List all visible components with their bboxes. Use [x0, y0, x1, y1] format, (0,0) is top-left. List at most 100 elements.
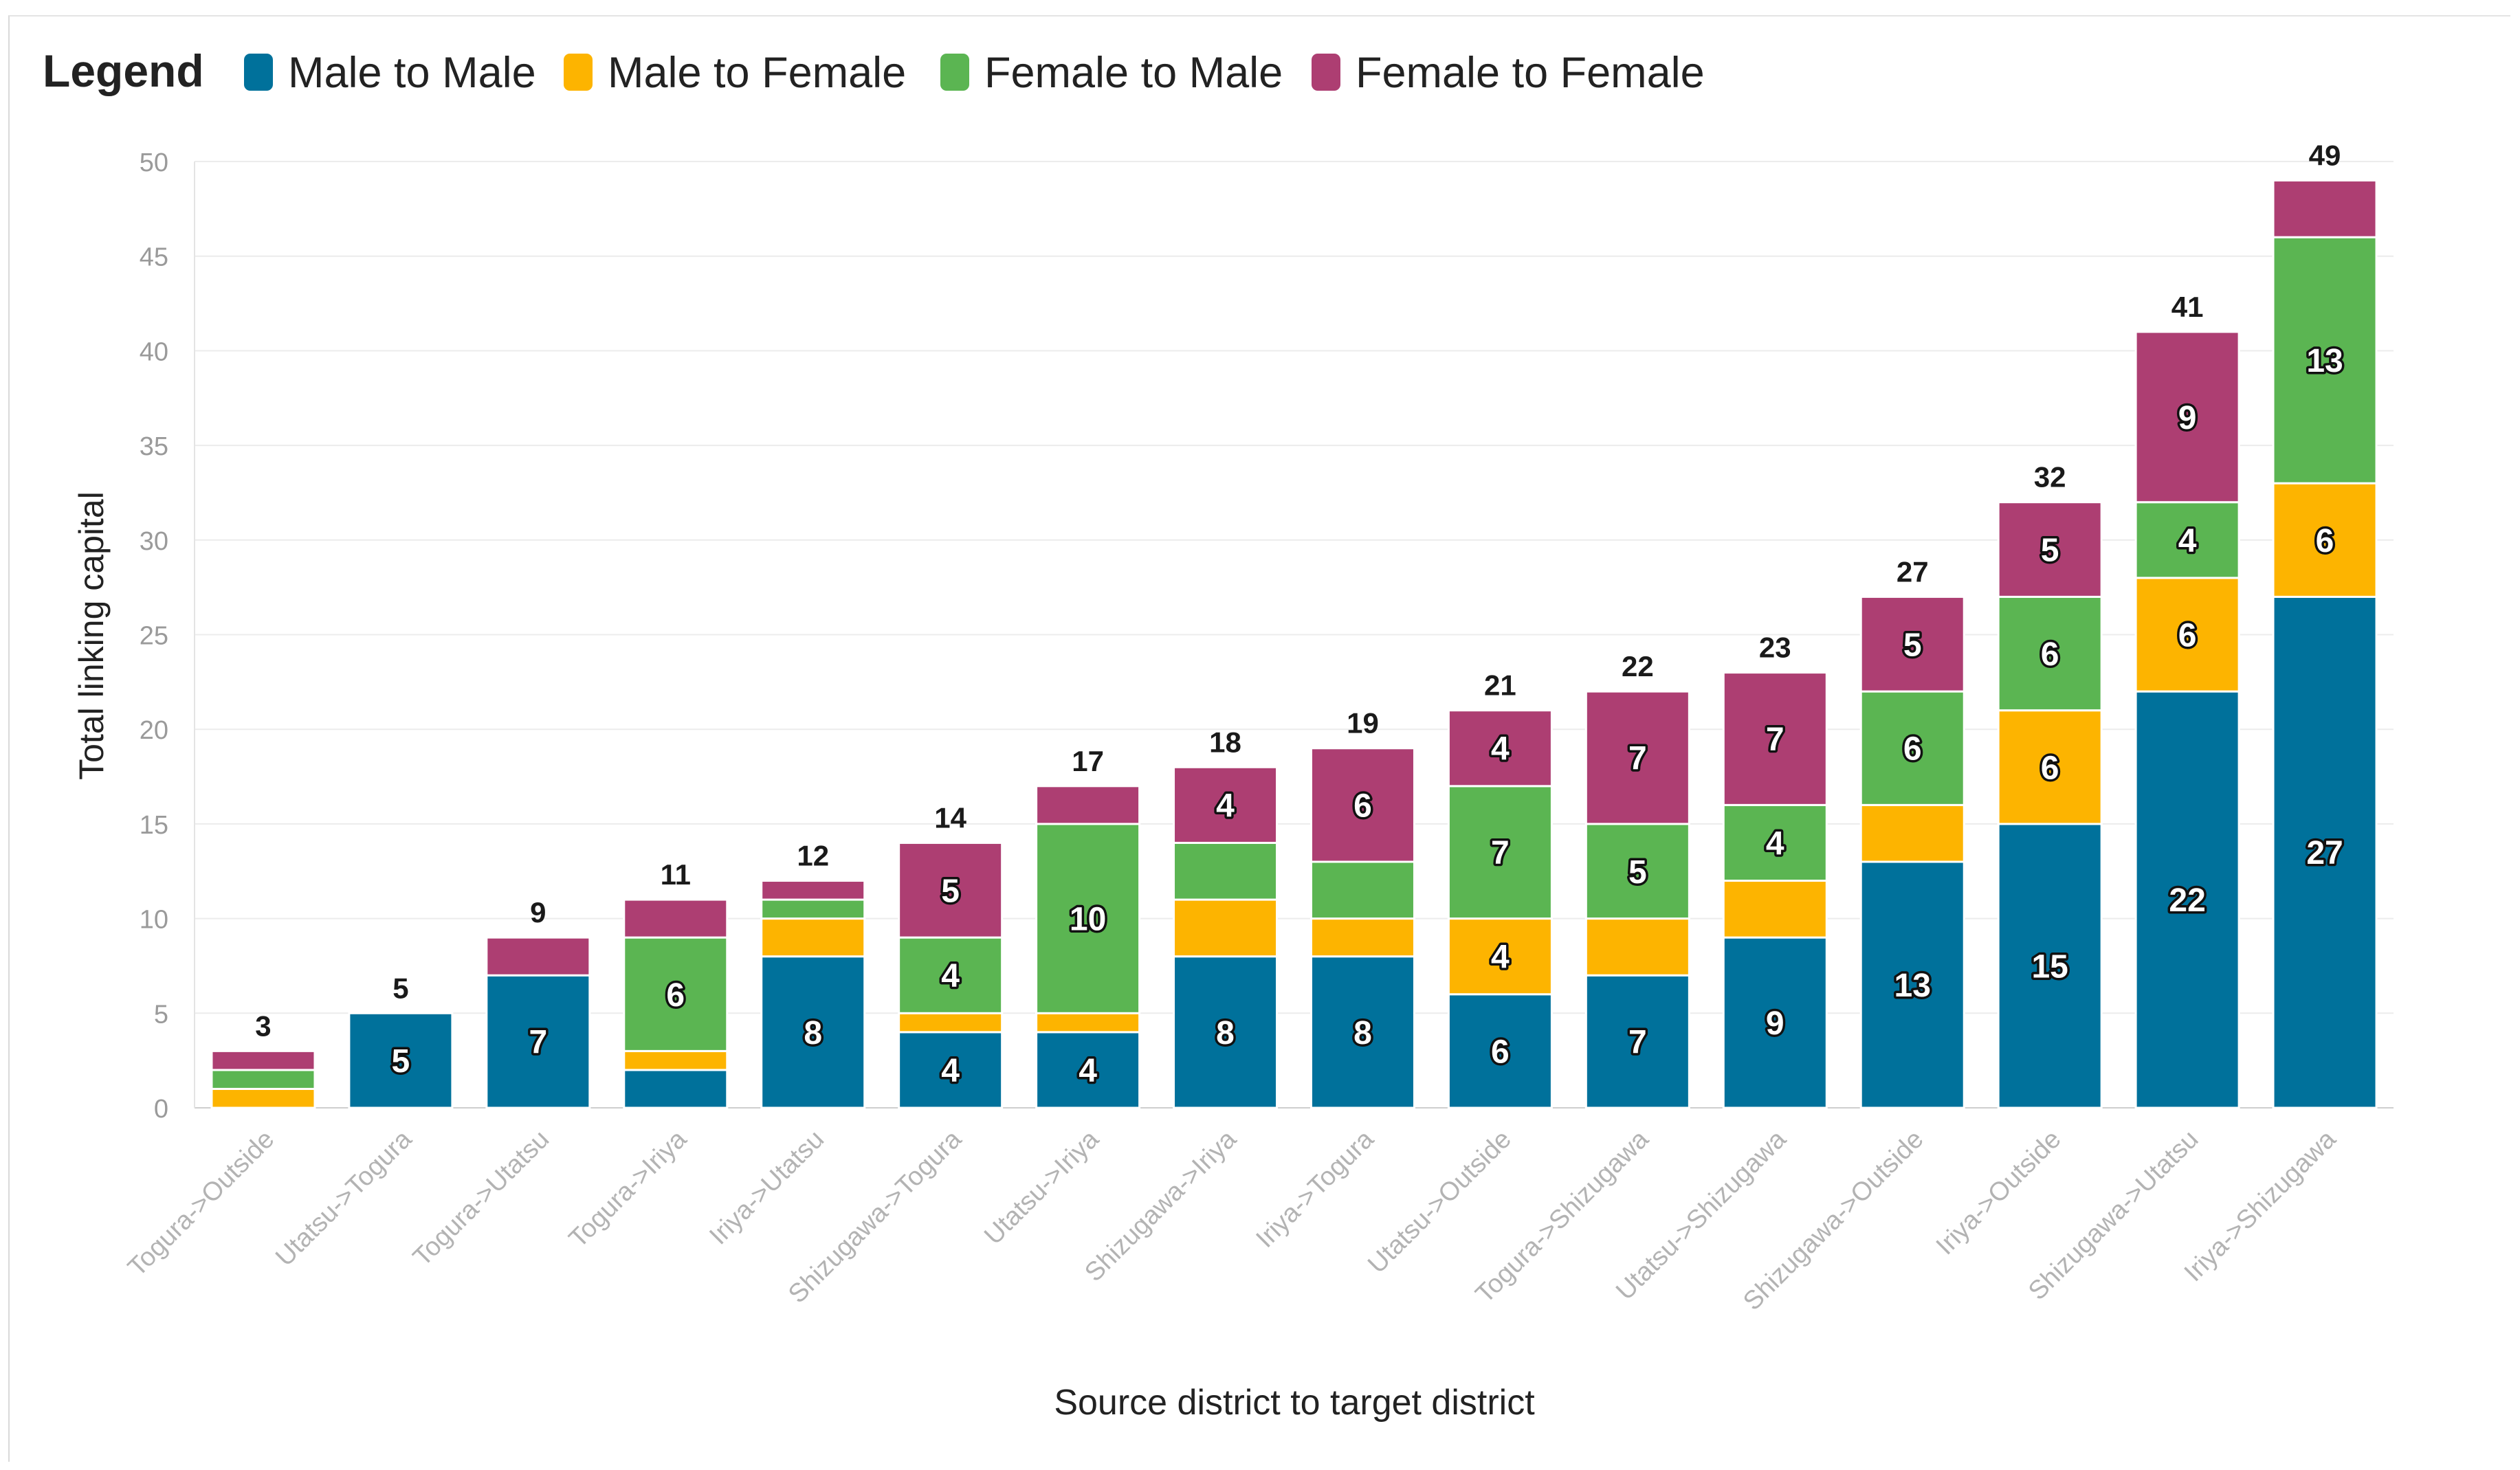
bar-segment-3-12 — [1722, 803, 1828, 882]
bar-segment-1-16 — [2272, 595, 2378, 1109]
segment-label: 13 — [2306, 343, 2343, 379]
bar-segment-4-1 — [210, 1049, 316, 1071]
legend-swatch — [940, 54, 969, 91]
legend-title: Legend — [43, 45, 204, 96]
bar-segment-2-13 — [1859, 803, 1965, 863]
legend-swatch — [1312, 54, 1340, 91]
total-label: 11 — [661, 858, 691, 891]
segment-label: 4 — [1766, 825, 1784, 862]
total-label: 22 — [1622, 650, 1654, 682]
bar-segment-4-12 — [1722, 671, 1828, 806]
bar-segment-1-14 — [1997, 823, 2103, 1109]
legend-swatch — [244, 54, 273, 91]
x-tick-label: Iriya->Outside — [1931, 1125, 2067, 1261]
bar-segment-2-6 — [898, 1012, 1004, 1034]
segment-label: 4 — [1491, 731, 1510, 768]
bar-segment-2-16 — [2272, 482, 2378, 598]
bar-segment-4-8 — [1173, 766, 1279, 844]
bar-segment-2-4 — [623, 1049, 729, 1071]
legend-item-3: Female to Male — [940, 49, 1283, 97]
y-axis-title: Total linking capital — [72, 491, 111, 780]
y-tick-label: 50 — [140, 148, 168, 177]
x-tick-label: Shizugawa->Iriya — [1079, 1124, 1242, 1287]
bar-segment-4-10 — [1447, 709, 1553, 788]
bar-segment-2-7 — [1035, 1012, 1141, 1034]
y-tick-label: 30 — [140, 527, 168, 556]
total-label: 27 — [1897, 555, 1929, 588]
segment-label: 4 — [1491, 939, 1510, 976]
y-tick-label: 45 — [140, 243, 168, 272]
legend: Legend Male to Male Male to Female Female … — [43, 45, 1705, 97]
segment-label: 9 — [1766, 1005, 1784, 1042]
y-tick-label: 0 — [154, 1095, 168, 1124]
bar-segment-4-11 — [1584, 690, 1690, 825]
segment-label: 5 — [1628, 854, 1647, 891]
segment-label: 6 — [2316, 523, 2334, 559]
bar-segment-3-4 — [623, 936, 729, 1052]
x-axis-ticks: Togura->OutsideUtatsu->ToguraTogura->Uta… — [122, 1124, 2342, 1316]
total-label: 17 — [1072, 745, 1104, 777]
bar-segment-2-14 — [1997, 709, 2103, 825]
segment-label: 5 — [941, 873, 960, 909]
bar-segment-3-8 — [1173, 841, 1279, 901]
segment-label: 4 — [1216, 788, 1235, 824]
legend-swatch — [564, 54, 593, 91]
bar-segment-1-15 — [2134, 690, 2240, 1109]
legend-label: Female to Female — [1356, 49, 1705, 97]
total-label: 49 — [2309, 140, 2341, 172]
segment-label: 6 — [1353, 788, 1372, 824]
bar-segment-3-14 — [1997, 595, 2103, 712]
segment-label: 5 — [392, 1043, 410, 1080]
legend-label: Male to Female — [608, 49, 906, 97]
bar-segment-3-15 — [2134, 501, 2240, 579]
x-tick-label: Togura->Outside — [122, 1125, 280, 1282]
bar-segment-1-3 — [485, 974, 591, 1109]
total-label: 9 — [530, 896, 546, 928]
segment-label: 9 — [2178, 400, 2197, 436]
bar-segment-1-5 — [760, 955, 866, 1109]
bars — [210, 179, 2378, 1109]
bar-segment-2-11 — [1584, 917, 1690, 977]
bar-segment-3-16 — [2272, 236, 2378, 485]
segment-label: 7 — [1628, 741, 1647, 777]
total-label: 21 — [1484, 669, 1516, 702]
segment-label: 22 — [2169, 882, 2205, 919]
y-tick-label: 15 — [140, 811, 168, 840]
total-label: 23 — [1759, 632, 1791, 664]
bar-segment-2-12 — [1722, 880, 1828, 939]
bar-segment-1-7 — [1035, 1031, 1141, 1109]
x-tick-label: Utatsu->Iriya — [979, 1124, 1105, 1250]
total-label: 32 — [2034, 461, 2066, 493]
x-tick-label: Togura->Utatsu — [408, 1125, 555, 1272]
bar-segment-2-8 — [1173, 898, 1279, 958]
segment-label: 8 — [804, 1015, 822, 1051]
segment-label: 6 — [1491, 1034, 1510, 1070]
bar-segment-3-7 — [1035, 823, 1141, 1014]
bar-segment-4-15 — [2134, 331, 2240, 504]
bar-segment-3-13 — [1859, 690, 1965, 806]
segment-label: 13 — [1894, 968, 1931, 1004]
legend-label: Female to Male — [984, 49, 1283, 97]
segment-label: 7 — [1491, 835, 1510, 871]
segment-label: 4 — [1079, 1053, 1097, 1089]
bar-segment-1-13 — [1859, 860, 1965, 1109]
legend-item-4: Female to Female — [1312, 49, 1705, 97]
segment-label: 8 — [1216, 1015, 1235, 1051]
segment-label: 6 — [666, 977, 685, 1014]
segment-label: 4 — [941, 1053, 960, 1089]
bar-segment-4-4 — [623, 898, 729, 939]
bar-segment-4-13 — [1859, 595, 1965, 693]
segment-label: 8 — [1353, 1015, 1372, 1051]
y-axis-ticks: 0 5 10 15 20 25 30 35 40 45 50 — [140, 148, 168, 1124]
segment-label: 4 — [2178, 523, 2197, 559]
total-label: 41 — [2171, 291, 2204, 323]
bar-segment-4-9 — [1309, 747, 1415, 863]
total-label: 18 — [1209, 726, 1241, 758]
bar-segment-2-10 — [1447, 917, 1553, 996]
segment-label: 6 — [2178, 618, 2197, 654]
y-tick-label: 5 — [154, 1000, 168, 1029]
bar-segment-4-7 — [1035, 785, 1141, 825]
segment-label: 6 — [2041, 750, 2059, 786]
x-tick-label: Iriya->Shizugawa — [2179, 1124, 2342, 1287]
bar-segment-3-9 — [1309, 860, 1415, 920]
